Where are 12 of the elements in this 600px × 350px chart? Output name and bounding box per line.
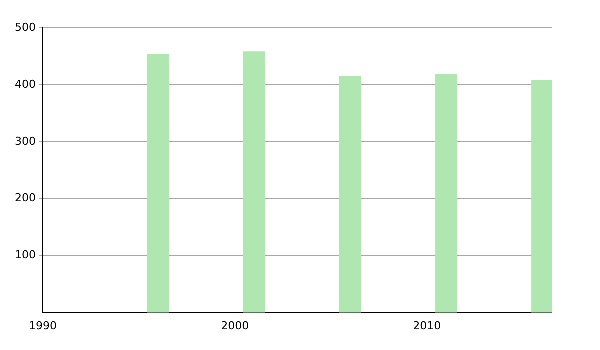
y-tick-label: 400 [14,78,36,91]
bar [243,52,266,313]
bar [339,76,362,313]
x-tick-label: 2010 [413,319,442,332]
bar [436,74,458,313]
x-tick-label: 2000 [221,319,250,332]
y-tick-label: 100 [14,248,36,262]
y-tick-label: 300 [14,134,36,148]
bar [147,54,170,313]
y-tick-label: 500 [14,20,36,34]
x-tick-label: 1990 [28,319,57,332]
y-tick-label: 200 [14,192,36,205]
